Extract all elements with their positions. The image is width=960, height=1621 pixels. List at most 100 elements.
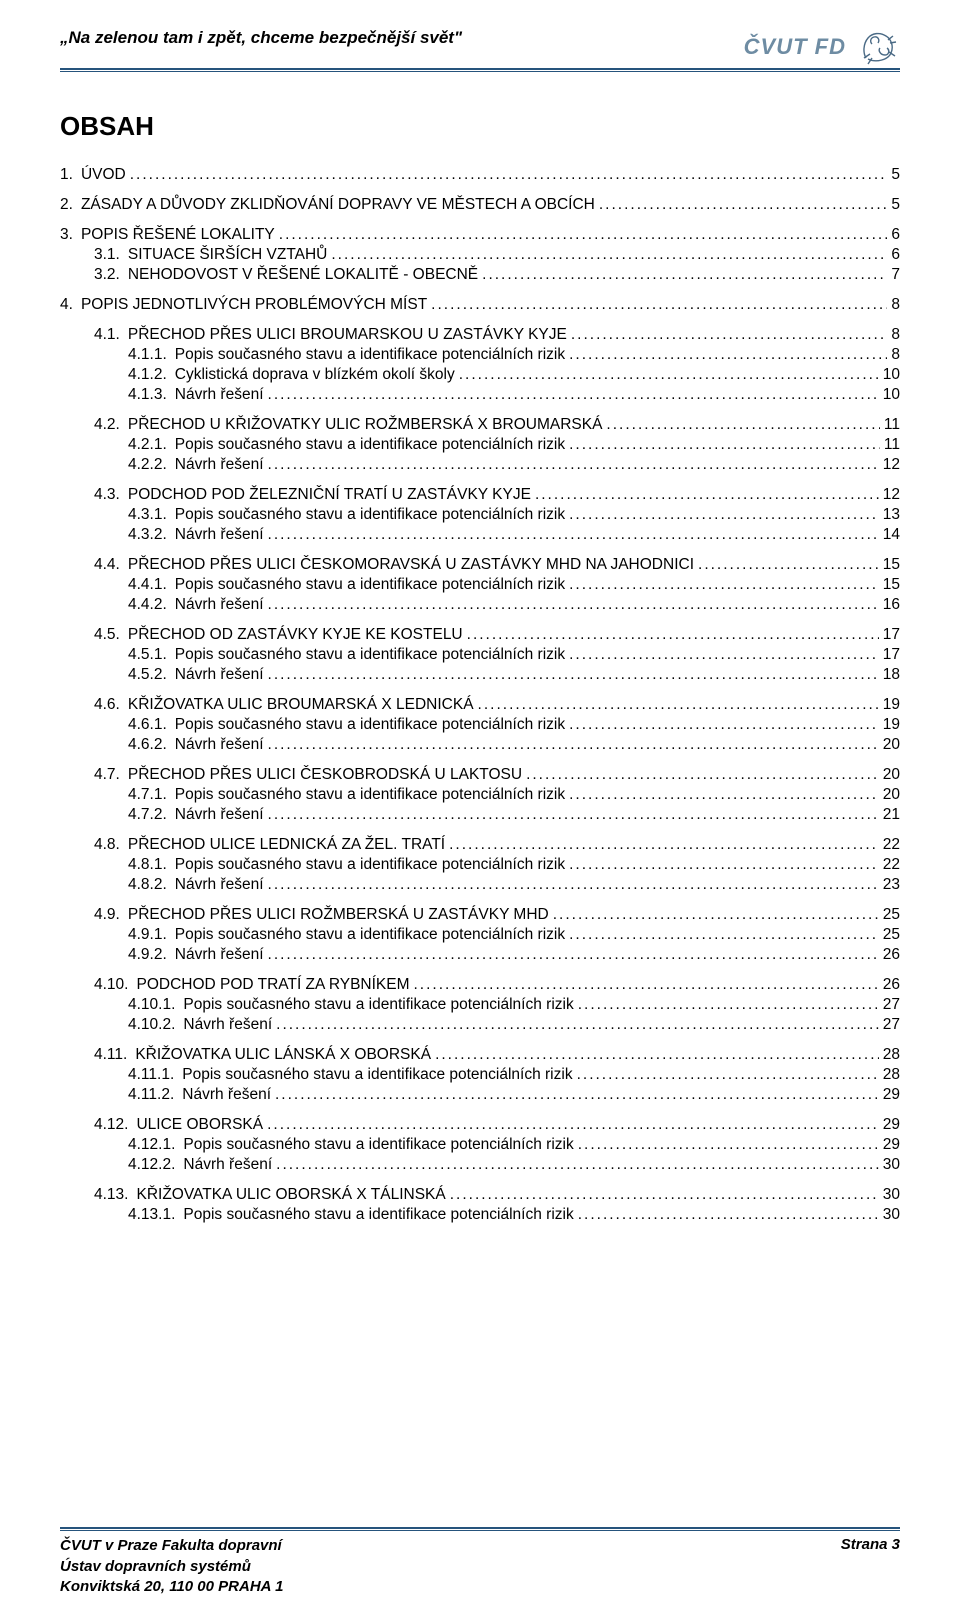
toc-entry[interactable]: 4.8.1.Popis současného stavu a identifik… <box>128 856 900 874</box>
toc-entry[interactable]: 4.11.KŘIŽOVATKA ULIC LÁNSKÁ X OBORSKÁ28 <box>94 1046 900 1064</box>
toc-entry[interactable]: 4.4.PŘECHOD PŘES ULICI ČESKOMORAVSKÁ U Z… <box>94 556 900 574</box>
toc-entry-page: 15 <box>883 556 900 574</box>
toc-entry[interactable]: 4.6.2.Návrh řešení20 <box>128 736 900 754</box>
toc-entry[interactable]: 4.13.KŘIŽOVATKA ULIC OBORSKÁ X TÁLINSKÁ3… <box>94 1186 900 1204</box>
toc-entry[interactable]: 4.8.PŘECHOD ULICE LEDNICKÁ ZA ŽEL. TRATÍ… <box>94 836 900 854</box>
toc-entry[interactable]: 4.8.2.Návrh řešení23 <box>128 876 900 894</box>
toc-entry-title: Popis současného stavu a identifikace po… <box>175 646 565 664</box>
toc-entry[interactable]: 4.5.PŘECHOD OD ZASTÁVKY KYJE KE KOSTELU1… <box>94 626 900 644</box>
toc-entry[interactable]: 4.13.1.Popis současného stavu a identifi… <box>128 1206 900 1224</box>
page-header: „Na zelenou tam i zpět, chceme bezpečněj… <box>60 28 900 66</box>
header-slogan: „Na zelenou tam i zpět, chceme bezpečněj… <box>60 28 462 48</box>
toc-entry-title: PŘECHOD PŘES ULICI BROUMARSKOU U ZASTÁVK… <box>128 326 567 344</box>
toc-entry-page: 17 <box>883 646 900 664</box>
toc-entry-number: 4.1.3. <box>128 386 167 404</box>
toc-entry[interactable]: 4.7.PŘECHOD PŘES ULICI ČESKOBRODSKÁ U LA… <box>94 766 900 784</box>
toc-entry-page: 19 <box>883 716 900 734</box>
toc-entry[interactable]: 3.POPIS ŘEŠENÉ LOKALITY6 <box>60 226 900 244</box>
toc-entry-title: Návrh řešení <box>183 1156 272 1174</box>
toc-entry-page: 27 <box>883 996 900 1014</box>
toc-entry[interactable]: 4.1.2.Cyklistická doprava v blízkém okol… <box>128 366 900 384</box>
toc-entry-number: 4.8.2. <box>128 876 167 894</box>
toc-entry[interactable]: 4.2.PŘECHOD U KŘIŽOVATKY ULIC ROŽMBERSKÁ… <box>94 416 900 434</box>
toc-entry[interactable]: 4.9.2.Návrh řešení26 <box>128 946 900 964</box>
toc-entry[interactable]: 4.POPIS JEDNOTLIVÝCH PROBLÉMOVÝCH MÍST8 <box>60 296 900 314</box>
footer-left: ČVUT v Praze Fakulta dopravní Ústav dopr… <box>60 1536 283 1597</box>
toc-entry-page: 27 <box>883 1016 900 1034</box>
toc-entry[interactable]: 4.7.2.Návrh řešení21 <box>128 806 900 824</box>
toc-entry-number: 4.5. <box>94 626 120 644</box>
toc-entry-title: Popis současného stavu a identifikace po… <box>175 786 565 804</box>
toc-leader <box>467 626 879 644</box>
toc-entry-page: 6 <box>891 226 900 244</box>
toc-entry[interactable]: 4.9.1.Popis současného stavu a identifik… <box>128 926 900 944</box>
toc-entry[interactable]: 4.7.1.Popis současného stavu a identifik… <box>128 786 900 804</box>
toc-entry-page: 10 <box>883 366 900 384</box>
toc-entry-title: Návrh řešení <box>175 526 264 544</box>
toc-entry[interactable]: 4.3.PODCHOD POD ŽELEZNIČNÍ TRATÍ U ZASTÁ… <box>94 486 900 504</box>
toc-entry[interactable]: 4.1.PŘECHOD PŘES ULICI BROUMARSKOU U ZAS… <box>94 326 900 344</box>
toc-leader <box>569 506 879 524</box>
toc-entry[interactable]: 4.2.2.Návrh řešení12 <box>128 456 900 474</box>
footer-divider <box>60 1527 900 1530</box>
toc-entry[interactable]: 4.3.1.Popis současného stavu a identifik… <box>128 506 900 524</box>
table-of-contents: 1.ÚVOD5 2.ZÁSADY A DŮVODY ZKLIDŇOVÁNÍ DOP… <box>60 166 900 1224</box>
toc-entry-page: 8 <box>891 326 900 344</box>
toc-entry[interactable]: 3.1.SITUACE ŠIRŠÍCH VZTAHŮ6 <box>94 246 900 264</box>
toc-entry-title: PŘECHOD OD ZASTÁVKY KYJE KE KOSTELU <box>128 626 463 644</box>
toc-entry-title: KŘIŽOVATKA ULIC LÁNSKÁ X OBORSKÁ <box>135 1046 431 1064</box>
toc-entry-number: 4.3. <box>94 486 120 504</box>
toc-entry[interactable]: 4.5.2.Návrh řešení18 <box>128 666 900 684</box>
toc-entry[interactable]: 1.ÚVOD5 <box>60 166 900 184</box>
toc-entry[interactable]: 4.3.2.Návrh řešení14 <box>128 526 900 544</box>
toc-leader <box>267 1116 879 1134</box>
toc-entry-page: 5 <box>891 166 900 184</box>
toc-entry[interactable]: 4.4.2.Návrh řešení16 <box>128 596 900 614</box>
toc-entry-number: 2. <box>60 196 73 214</box>
toc-entry-page: 23 <box>883 876 900 894</box>
toc-entry-page: 15 <box>883 576 900 594</box>
toc-leader <box>569 576 879 594</box>
toc-entry[interactable]: 4.11.2.Návrh řešení29 <box>128 1086 900 1104</box>
toc-entry[interactable]: 4.10.2.Návrh řešení27 <box>128 1016 900 1034</box>
toc-entry[interactable]: 4.12.1.Popis současného stavu a identifi… <box>128 1136 900 1154</box>
toc-entry[interactable]: 4.10.1. Popis současného stavu a identifi… <box>128 996 900 1014</box>
toc-group: 4.13.KŘIŽOVATKA ULIC OBORSKÁ X TÁLINSKÁ3… <box>60 1186 900 1224</box>
toc-entry[interactable]: 4.12.2.Návrh řešení30 <box>128 1156 900 1174</box>
toc-leader <box>459 366 879 384</box>
toc-entry[interactable]: 4.6.KŘIŽOVATKA ULIC BROUMARSKÁ X LEDNICK… <box>94 696 900 714</box>
toc-entry[interactable]: 4.12.ULICE OBORSKÁ29 <box>94 1116 900 1134</box>
toc-entry[interactable]: 4.5.1.Popis současného stavu a identifik… <box>128 646 900 664</box>
toc-entry-page: 29 <box>883 1136 900 1154</box>
toc-entry-title: Popis současného stavu a identifikace po… <box>183 996 573 1014</box>
toc-leader <box>578 1206 879 1224</box>
toc-entry-title: NEHODOVOST V ŘEŠENÉ LOKALITĚ - OBECNĚ <box>128 266 478 284</box>
toc-entry[interactable]: 4.6.1.Popis současného stavu a identifik… <box>128 716 900 734</box>
toc-entry[interactable]: 3.2.NEHODOVOST V ŘEŠENÉ LOKALITĚ - OBECN… <box>94 266 900 284</box>
toc-entry[interactable]: 4.4.1.Popis současného stavu a identifik… <box>128 576 900 594</box>
toc-entry-number: 4.8. <box>94 836 120 854</box>
toc-leader <box>606 416 879 434</box>
toc-entry[interactable]: 4.1.3.Návrh řešení10 <box>128 386 900 404</box>
toc-leader <box>569 716 879 734</box>
toc-leader <box>569 646 879 664</box>
toc-entry-title: PŘECHOD U KŘIŽOVATKY ULIC ROŽMBERSKÁ X B… <box>128 416 603 434</box>
toc-entry[interactable]: 2.ZÁSADY A DŮVODY ZKLIDŇOVÁNÍ DOPRAVY VE… <box>60 196 900 214</box>
toc-leader <box>268 596 879 614</box>
toc-group: 4.8.PŘECHOD ULICE LEDNICKÁ ZA ŽEL. TRATÍ… <box>60 836 900 894</box>
toc-entry-title: Popis současného stavu a identifikace po… <box>175 856 565 874</box>
toc-entry[interactable]: 4.2.1.Popis současného stavu a identifik… <box>128 436 900 454</box>
footer-address: Konviktská 20, 110 00 PRAHA 1 <box>60 1577 283 1597</box>
toc-entry-number: 4.6. <box>94 696 120 714</box>
toc-entry-page: 25 <box>883 906 900 924</box>
toc-entry-number: 4.2.2. <box>128 456 167 474</box>
toc-entry[interactable]: 4.1.1.Popis současného stavu a identifik… <box>128 346 900 364</box>
toc-leader <box>569 926 879 944</box>
toc-entry-page: 12 <box>883 486 900 504</box>
toc-entry[interactable]: 4.11.1.Popis současného stavu a identifi… <box>128 1066 900 1084</box>
toc-leader <box>535 486 879 504</box>
toc-entry[interactable]: 4.10.PODCHOD POD TRATÍ ZA RYBNÍKEM26 <box>94 976 900 994</box>
toc-entry-number: 4.10.1. <box>128 996 175 1014</box>
toc-leader <box>577 1066 879 1084</box>
toc-entry[interactable]: 4.9.PŘECHOD PŘES ULICI ROŽMBERSKÁ U ZAST… <box>94 906 900 924</box>
